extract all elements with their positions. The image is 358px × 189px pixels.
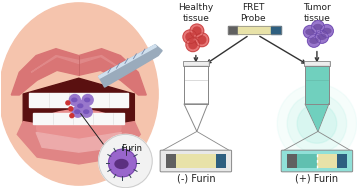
Ellipse shape [75, 110, 80, 113]
Bar [271, 26, 281, 34]
Polygon shape [98, 45, 162, 87]
Circle shape [72, 106, 83, 117]
FancyBboxPatch shape [281, 150, 353, 172]
Polygon shape [23, 78, 134, 131]
Polygon shape [11, 49, 146, 95]
Polygon shape [305, 104, 328, 131]
Polygon shape [29, 93, 129, 107]
Polygon shape [305, 104, 329, 131]
Polygon shape [36, 132, 121, 152]
Text: Tumor
tissue: Tumor tissue [303, 3, 331, 23]
Bar [297, 154, 317, 168]
Circle shape [311, 21, 324, 33]
Polygon shape [98, 45, 156, 78]
Circle shape [66, 101, 70, 105]
Ellipse shape [310, 38, 318, 43]
Polygon shape [31, 56, 126, 72]
Circle shape [189, 41, 197, 49]
Bar [216, 154, 226, 168]
Ellipse shape [0, 3, 158, 185]
Bar [297, 154, 337, 168]
Circle shape [304, 26, 316, 38]
Bar [305, 80, 328, 104]
Circle shape [183, 30, 197, 44]
Bar [176, 154, 216, 168]
Circle shape [69, 107, 73, 111]
Circle shape [320, 25, 333, 37]
Ellipse shape [323, 29, 331, 33]
Circle shape [81, 106, 92, 117]
Ellipse shape [314, 25, 322, 29]
Ellipse shape [85, 98, 90, 102]
Ellipse shape [318, 34, 326, 39]
Circle shape [98, 134, 152, 188]
Circle shape [195, 33, 209, 47]
Circle shape [186, 33, 194, 41]
Bar [304, 61, 330, 66]
Bar [184, 66, 208, 104]
Bar [337, 154, 347, 168]
Bar [228, 26, 281, 34]
Polygon shape [17, 122, 140, 164]
Circle shape [75, 100, 86, 111]
Circle shape [69, 94, 80, 105]
Bar [238, 26, 271, 34]
Ellipse shape [287, 94, 347, 153]
Ellipse shape [306, 29, 314, 34]
Bar [305, 66, 329, 104]
Ellipse shape [72, 98, 77, 102]
Polygon shape [184, 104, 208, 131]
Polygon shape [33, 113, 125, 124]
Text: Healthy
tissue: Healthy tissue [178, 3, 213, 23]
Text: (-) Furin: (-) Furin [176, 174, 215, 184]
Ellipse shape [37, 110, 121, 145]
Circle shape [186, 38, 200, 52]
Text: (+) Furin: (+) Furin [295, 174, 338, 184]
Bar [228, 26, 238, 34]
Bar [183, 61, 209, 66]
Text: FRET
Probe: FRET Probe [241, 3, 266, 23]
Bar [287, 154, 297, 168]
Ellipse shape [297, 104, 337, 143]
Ellipse shape [84, 110, 89, 113]
Circle shape [108, 149, 136, 177]
Bar [184, 66, 208, 104]
Circle shape [193, 27, 201, 35]
Circle shape [82, 94, 93, 105]
Bar [166, 154, 176, 168]
Text: Furin: Furin [121, 144, 142, 153]
FancyBboxPatch shape [160, 150, 232, 172]
Bar [305, 63, 329, 65]
Circle shape [70, 114, 74, 118]
Ellipse shape [78, 104, 83, 108]
Circle shape [315, 30, 328, 43]
Bar [184, 63, 208, 65]
Circle shape [308, 34, 320, 47]
Ellipse shape [277, 84, 357, 163]
Circle shape [190, 24, 204, 38]
Ellipse shape [115, 160, 128, 168]
Circle shape [198, 36, 206, 44]
Bar [305, 66, 329, 104]
